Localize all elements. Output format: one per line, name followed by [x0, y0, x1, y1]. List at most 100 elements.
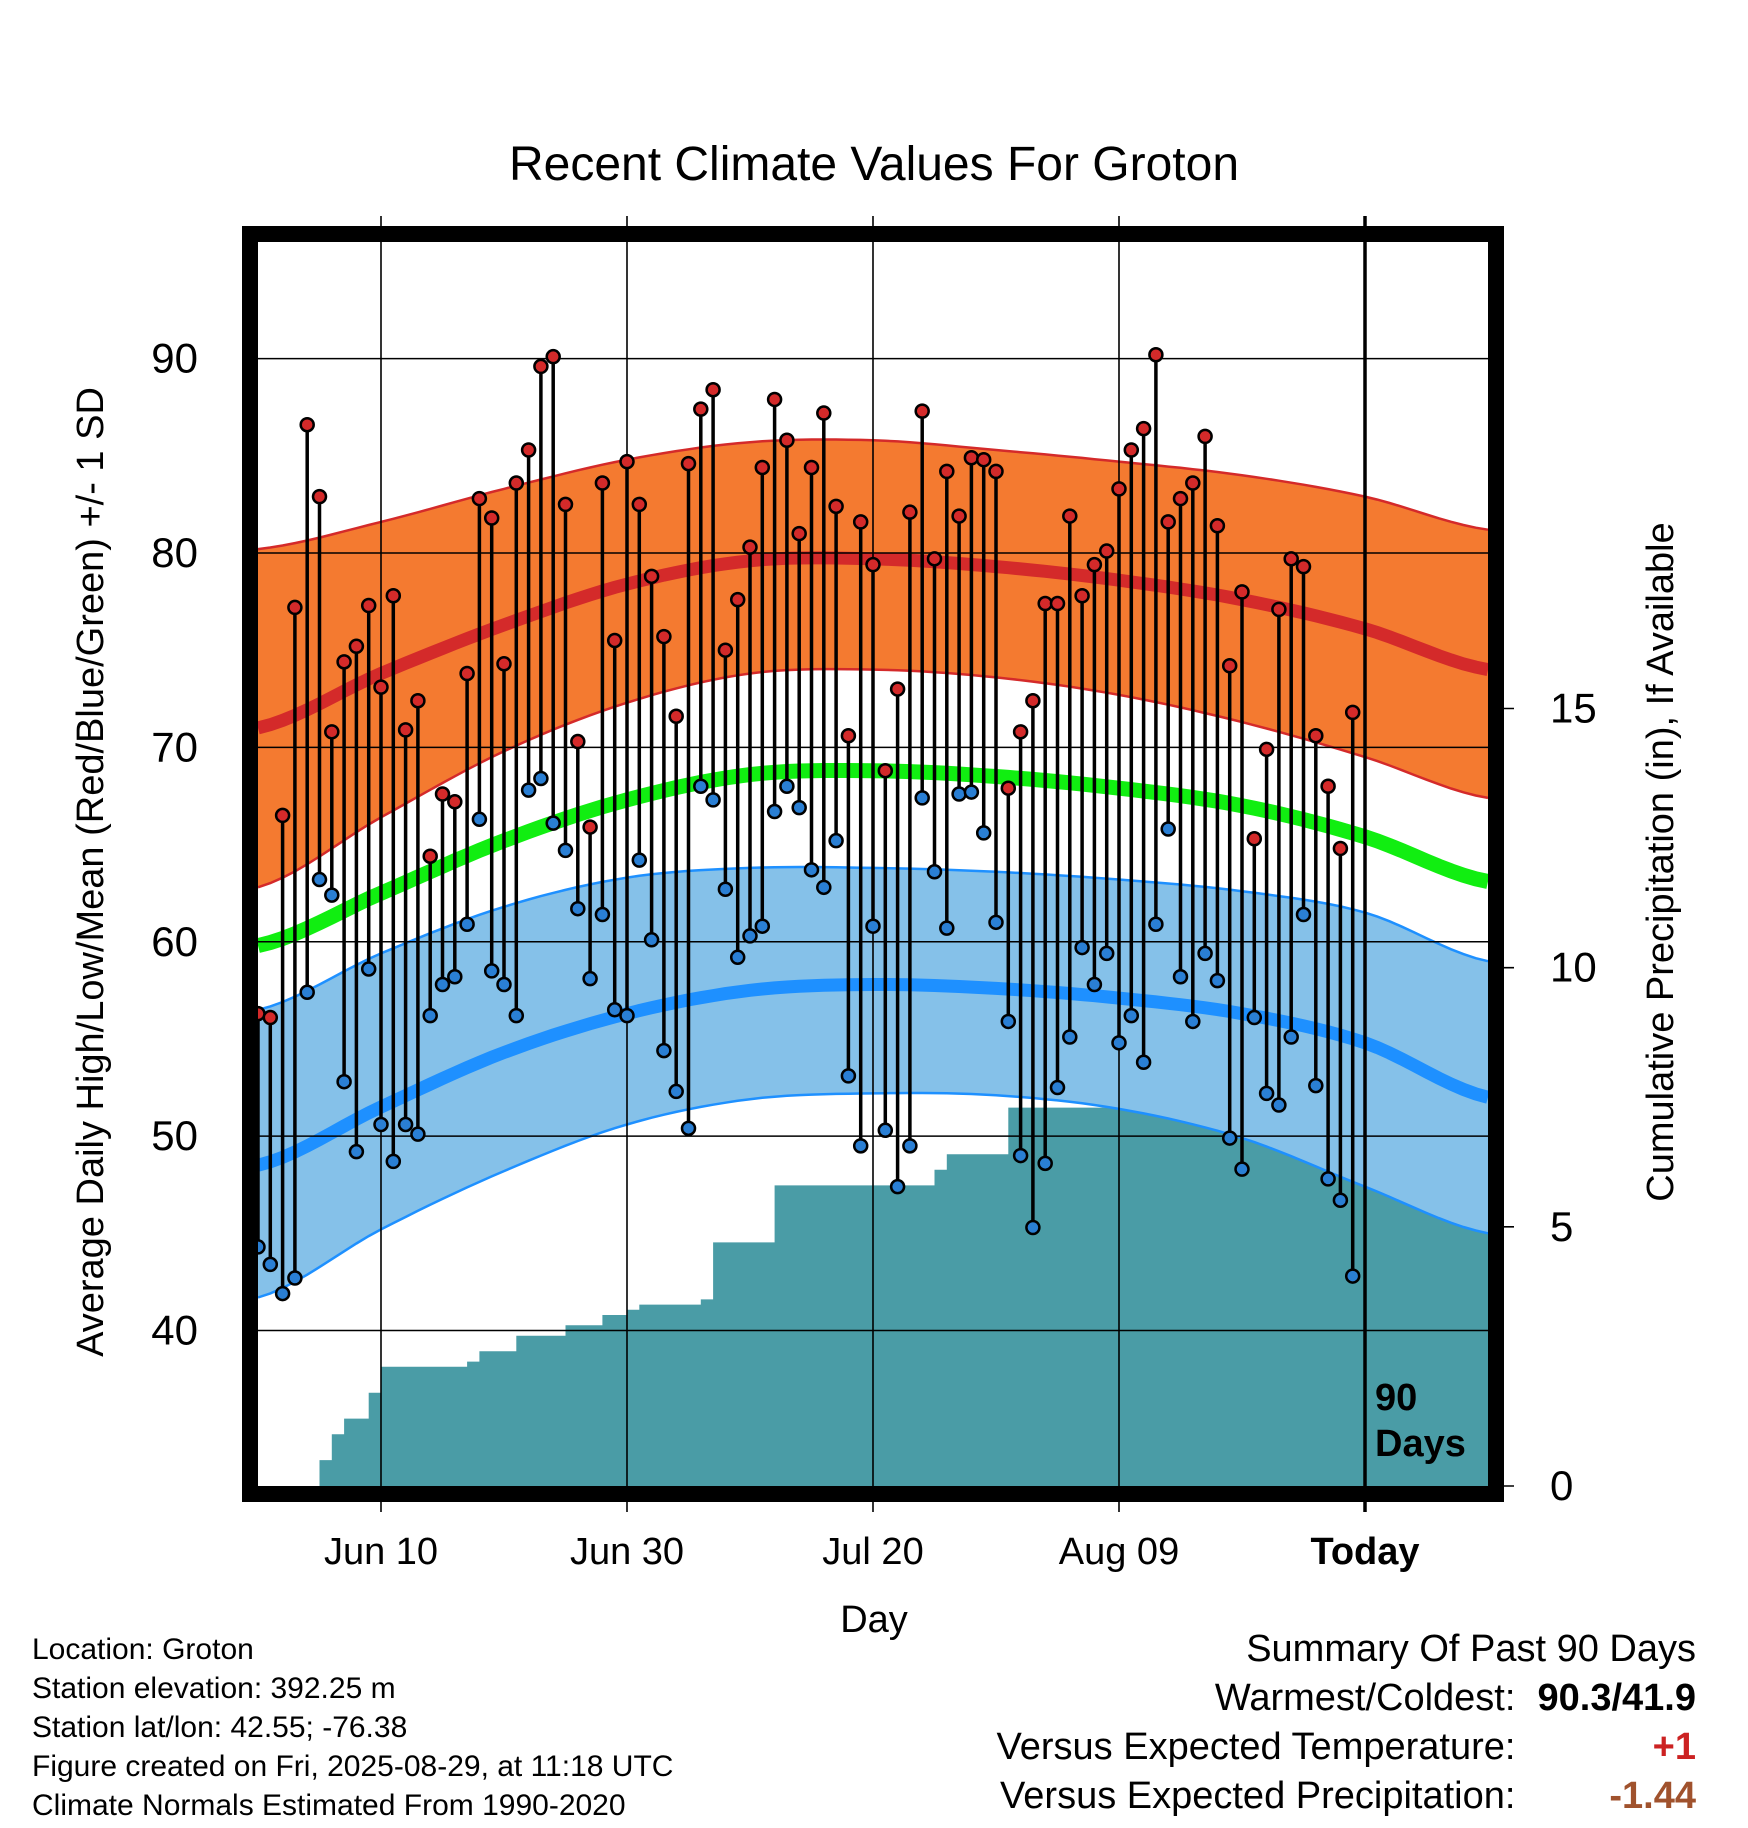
daily-low-point: [336, 1073, 352, 1090]
y2-tick-label: 10: [1550, 944, 1597, 991]
daily-high-point: [975, 451, 992, 468]
daily-high-point: [668, 708, 684, 725]
daily-high-point: [508, 475, 525, 491]
daily-low-point: [1308, 1077, 1324, 1094]
daily-low-point: [324, 887, 340, 903]
daily-low-point: [397, 1116, 414, 1133]
daily-low-point: [1086, 976, 1103, 993]
daily-low-point: [865, 918, 881, 934]
daily-high-point: [1098, 543, 1115, 559]
daily-low-point: [1283, 1029, 1299, 1045]
daily-low-point: [606, 1002, 623, 1018]
daily-high-point: [1332, 840, 1349, 857]
y2-axis-label: Cumulative Precipitation (in), If Availa…: [1640, 522, 1682, 1201]
daily-low-point: [1160, 821, 1176, 837]
daily-low-point: [311, 871, 328, 888]
daily-low-point: [373, 1116, 389, 1133]
y2-tick-label: 0: [1550, 1462, 1573, 1509]
daily-high-point: [557, 496, 574, 513]
daily-low-point: [1258, 1085, 1275, 1102]
daily-high-point: [828, 498, 844, 515]
daily-low-point: [791, 799, 807, 816]
daily-low-point: [360, 961, 377, 977]
daily-low-point: [299, 984, 315, 1001]
daily-high-point: [889, 681, 906, 697]
daily-low-point: [594, 906, 611, 923]
y-tick-label: 80: [151, 529, 198, 576]
daily-low-point: [582, 970, 598, 987]
daily-high-point: [1111, 481, 1127, 497]
daily-high-point: [385, 588, 402, 604]
daily-low-point: [1148, 916, 1164, 933]
daily-high-point: [1197, 428, 1213, 445]
daily-low-point: [471, 811, 488, 828]
y-tick-label: 90: [151, 335, 198, 382]
y-tick-label: 50: [151, 1112, 198, 1159]
daily-high-point: [717, 642, 734, 658]
daily-low-point: [483, 963, 500, 979]
x-tick-label: Jul 20: [822, 1531, 923, 1573]
elevation-text: Station elevation: 392.25 m: [32, 1672, 396, 1705]
daily-low-point: [385, 1153, 402, 1170]
daily-low-point: [742, 928, 758, 944]
daily-low-point: [754, 918, 771, 934]
daily-low-point: [1111, 1035, 1127, 1051]
daily-low-point: [1320, 1171, 1336, 1187]
daily-low-point: [828, 832, 844, 849]
daily-high-point: [619, 453, 635, 470]
x-axis-label: Day: [840, 1599, 908, 1641]
daily-low-point: [1344, 1268, 1361, 1284]
x-tick-label: Jun 10: [324, 1531, 438, 1573]
daily-high-point: [1000, 780, 1017, 796]
daily-high-point: [1074, 588, 1090, 604]
daily-high-point: [914, 403, 930, 419]
daily-low-point: [914, 790, 930, 806]
daily-high-point: [1135, 420, 1152, 437]
x-tick-label: Jun 30: [570, 1531, 684, 1573]
daily-high-point: [1172, 490, 1189, 507]
daily-high-point: [803, 459, 820, 476]
y2-tick-label: 5: [1550, 1203, 1573, 1250]
daily-high-point: [324, 724, 340, 740]
daily-low-point: [348, 1143, 365, 1160]
daily-low-point: [803, 862, 820, 878]
daily-high-point: [1209, 518, 1226, 534]
daily-low-point: [889, 1178, 906, 1195]
daily-high-point: [471, 490, 488, 507]
daily-low-point: [779, 778, 795, 794]
daily-low-point: [520, 782, 537, 798]
daily-high-point: [1049, 595, 1066, 612]
daily-low-point: [643, 932, 660, 948]
y2-tick-label: 15: [1550, 685, 1597, 732]
temp-label: Versus Expected Temperature:: [996, 1726, 1516, 1768]
daily-low-point: [1271, 1097, 1287, 1113]
daily-low-point: [459, 916, 475, 933]
daily-high-point: [656, 628, 672, 645]
daily-high-point: [570, 733, 586, 750]
daily-high-point: [397, 722, 414, 738]
normals-text: Climate Normals Estimated From 1990-2020: [32, 1789, 626, 1822]
latlon-text: Station lat/lon: 42.55; -76.38: [32, 1711, 408, 1744]
daily-high-point: [545, 348, 561, 365]
daily-low-point: [668, 1083, 684, 1100]
daily-high-point: [951, 508, 967, 524]
daily-high-point: [1148, 346, 1164, 363]
daily-low-point: [729, 949, 746, 966]
daily-low-point: [1098, 945, 1115, 962]
daily-low-point: [496, 976, 512, 993]
daily-high-point: [1025, 692, 1041, 709]
precip-label: Versus Expected Precipitation:: [1000, 1775, 1516, 1817]
daily-low-point: [816, 879, 832, 896]
daily-high-point: [742, 539, 758, 555]
x-tick-label: Today: [1310, 1531, 1419, 1573]
daily-high-point: [902, 504, 918, 520]
plot-area: [250, 216, 1490, 1512]
daily-high-point: [1283, 551, 1299, 567]
daily-low-point: [1074, 939, 1090, 956]
daily-low-point: [852, 1138, 869, 1154]
daily-high-point: [422, 848, 438, 864]
daily-low-point: [1234, 1161, 1250, 1177]
y-tick-label: 60: [151, 918, 198, 965]
daily-low-point: [1135, 1054, 1152, 1071]
warmest-coldest-label: Warmest/Coldest:: [1214, 1677, 1516, 1719]
